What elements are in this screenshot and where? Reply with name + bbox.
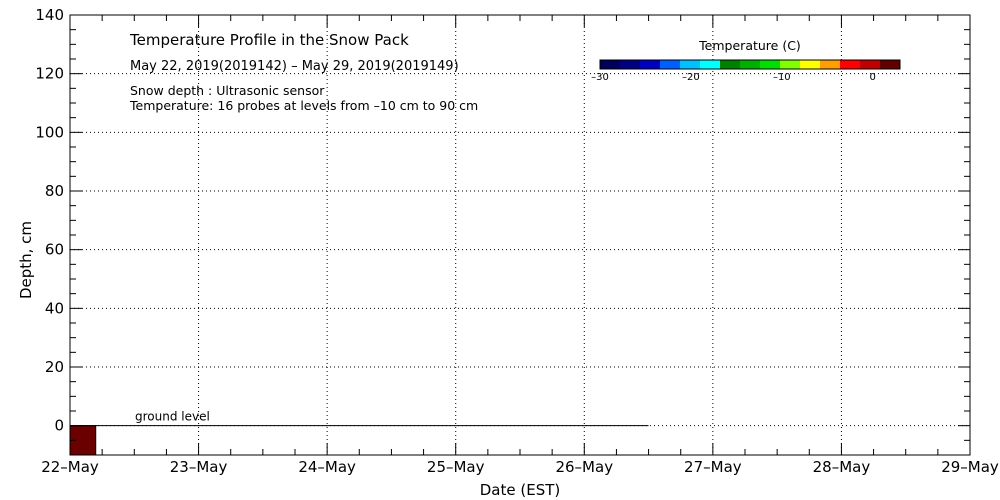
colorbar-segment	[740, 60, 761, 69]
colorbar-segment	[880, 60, 901, 69]
chart-note-2: Temperature: 16 probes at levels from –1…	[129, 98, 478, 113]
y-tick-label: 80	[45, 182, 64, 200]
colorbar-segment	[620, 60, 641, 69]
x-tick-label: 28–May	[813, 458, 871, 476]
colorbar-segment	[700, 60, 721, 69]
colorbar-segment	[820, 60, 841, 69]
y-tick-label: 60	[45, 241, 64, 259]
colorbar-segment	[640, 60, 661, 69]
x-tick-label: 27–May	[684, 458, 742, 476]
plot-frame	[69, 14, 971, 456]
colorbar-tick-label: –20	[682, 72, 700, 83]
colorbar-segment	[720, 60, 741, 69]
x-tick-label: 29–May	[941, 458, 999, 476]
plot-background	[70, 15, 970, 455]
colorbar-segment	[800, 60, 821, 69]
ground-label: ground level	[135, 410, 210, 424]
x-tick-label: 26–May	[555, 458, 613, 476]
y-tick-label: 0	[54, 417, 64, 435]
chart-subtitle: May 22, 2019(2019142) – May 29, 2019(201…	[130, 59, 459, 74]
y-tick-label: 140	[35, 6, 64, 24]
chart-note-1: Snow depth : Ultrasonic sensor	[130, 83, 325, 98]
colorbar-tick-labels: –30 –20 –10 0	[591, 72, 876, 83]
colorbar-tick-label: –10	[773, 72, 791, 83]
x-tick-label: 24–May	[298, 458, 356, 476]
grid-lines	[70, 15, 970, 455]
x-tick-label: 23–May	[170, 458, 228, 476]
y-tick-label: 20	[45, 358, 64, 376]
colorbar-segment	[760, 60, 781, 69]
colorbar-frame	[599, 59, 901, 70]
colorbar	[599, 59, 901, 70]
chart-title: Temperature Profile in the Snow Pack	[129, 31, 409, 49]
colorbar-segment	[660, 60, 681, 69]
x-tick-label: 22–May	[41, 458, 99, 476]
colorbar-segment	[840, 60, 861, 69]
colorbar-segment	[780, 60, 801, 69]
colorbar-segment	[680, 60, 701, 69]
colorbar-segment	[860, 60, 881, 69]
y-tick-label: 40	[45, 299, 64, 317]
colorbar-tick-label: –30	[591, 72, 609, 83]
y-tick-label: 120	[35, 65, 64, 83]
y-tick-label: 100	[35, 123, 64, 141]
colorbar-tick-label: 0	[870, 72, 876, 83]
x-tick-labels: 22–May 23–May 24–May 25–May 26–May 27–May 28–M…	[41, 458, 999, 476]
colorbar-segment	[600, 60, 621, 69]
x-axis-label: Date (EST)	[480, 481, 561, 499]
x-tick-label: 25–May	[427, 458, 485, 476]
y-axis-label: Depth, cm	[17, 221, 35, 299]
y-tick-labels: 0 20 40 60 80 100 120 140	[35, 6, 64, 435]
colorbar-label: Temperature (C)	[698, 38, 801, 53]
